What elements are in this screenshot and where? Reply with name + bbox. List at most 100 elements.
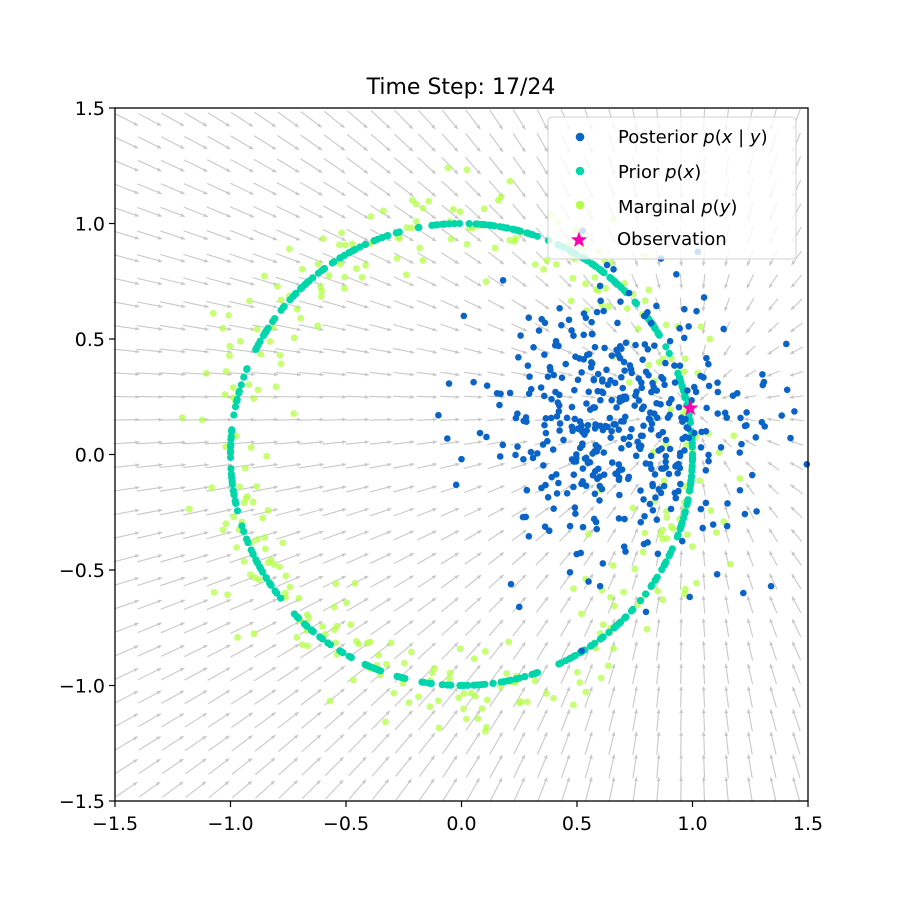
prior-point [673, 533, 681, 541]
posterior-point [593, 525, 601, 533]
posterior-point [525, 314, 533, 321]
posterior-point [639, 432, 646, 440]
vector-arrow-shaft [348, 779, 367, 800]
vector-arrow-head [363, 598, 369, 603]
vector-arrow-head [656, 284, 661, 289]
vector-arrow-head [386, 169, 391, 174]
vector-arrow-shaft [395, 778, 412, 801]
vector-arrow-head [341, 214, 346, 219]
vector-arrow-head [386, 530, 392, 535]
marginal-point [286, 245, 293, 253]
observation-marker [682, 399, 699, 416]
legend-label-observation: Observation [617, 229, 727, 250]
vector-arrow-head [590, 372, 596, 377]
vector-arrow-head [431, 530, 437, 535]
vector-arrow-shaft [393, 157, 414, 175]
vector-arrow-shaft [417, 687, 436, 707]
vector-arrow-shaft [253, 158, 277, 173]
prior-point [235, 387, 243, 395]
vector-arrow-head [613, 417, 619, 422]
vector-arrow-shaft [417, 133, 436, 152]
vector-arrow-head [612, 483, 617, 489]
vector-arrow-head [293, 780, 298, 785]
marginal-point [405, 699, 413, 707]
vector-arrow-shaft [300, 134, 323, 151]
vector-arrow-head [319, 530, 324, 535]
marginal-point [663, 535, 671, 542]
posterior-point [616, 491, 623, 499]
vector-arrow-head [135, 463, 140, 468]
posterior-point [497, 390, 504, 398]
vector-arrow-head [432, 327, 437, 332]
prior-point [238, 522, 246, 530]
prior-point [686, 486, 694, 494]
vector-arrow-head [589, 551, 594, 556]
posterior-point [541, 421, 548, 429]
y-tick-label: −1.5 [59, 791, 105, 813]
vector-arrow-head [478, 417, 483, 422]
vector-arrow-shaft [183, 599, 209, 610]
vector-arrow-shaft [136, 554, 163, 563]
vector-arrow-head [500, 327, 505, 332]
posterior-point [458, 455, 465, 463]
vector-arrow-head [701, 595, 706, 601]
vector-arrow-shaft [113, 230, 140, 240]
marginal-point [730, 432, 738, 440]
vector-arrow-shaft [252, 253, 278, 263]
posterior-point [662, 436, 670, 444]
vector-arrow-head [248, 712, 253, 717]
vector-arrow-head [362, 711, 368, 716]
vector-arrow-shaft [161, 690, 185, 704]
vector-arrow-head [203, 258, 209, 263]
vector-arrow-head [566, 619, 571, 624]
posterior-point [594, 475, 601, 483]
vector-arrow-head [634, 596, 638, 601]
vector-arrow-head [410, 440, 415, 445]
prior-point [230, 411, 238, 419]
marginal-point [599, 621, 607, 629]
vector-arrow-shaft [115, 781, 138, 798]
vector-arrow-shaft [137, 136, 162, 149]
posterior-point [571, 386, 578, 394]
vector-arrow-head [134, 258, 140, 263]
vector-arrow-head [590, 440, 596, 444]
vector-arrow-shaft [770, 777, 777, 802]
vector-arrow-head [767, 462, 773, 466]
vector-arrow-shaft [513, 732, 526, 755]
vector-arrow-head [387, 485, 392, 490]
marginal-point [222, 367, 230, 375]
marginal-point [375, 651, 382, 659]
prior-point [513, 226, 522, 234]
vector-arrow-shaft [208, 780, 230, 799]
posterior-point [541, 351, 548, 358]
posterior-point [499, 441, 507, 449]
vector-arrow-head [591, 417, 596, 422]
vector-arrow-head [567, 283, 572, 288]
posterior-point [596, 497, 603, 504]
vector-arrow-shaft [254, 689, 277, 705]
legend-marker-posterior [575, 132, 585, 142]
vector-arrow-shaft [254, 111, 277, 128]
vector-arrow-shaft [159, 348, 186, 353]
posterior-point [682, 433, 689, 441]
prior-point [233, 396, 241, 404]
prior-point [465, 220, 473, 228]
vector-arrow-head [431, 147, 436, 152]
vector-arrow-head [201, 758, 207, 763]
posterior-point [714, 388, 722, 396]
vector-arrow-head [133, 121, 139, 126]
vector-arrow-shaft [442, 778, 458, 801]
prior-point [336, 647, 344, 655]
posterior-point [683, 424, 691, 431]
vector-arrow-shaft [137, 206, 163, 217]
vector-arrow-head [477, 485, 482, 490]
vector-arrow-head [432, 440, 437, 445]
vector-arrow-shaft [277, 111, 300, 128]
vector-arrow-shaft [160, 576, 186, 587]
vector-arrow-head [273, 440, 279, 445]
posterior-point [705, 382, 713, 390]
vector-arrow-head [432, 372, 437, 377]
vector-arrow-shaft [298, 463, 324, 469]
vector-arrow-head [270, 757, 276, 763]
posterior-point [512, 451, 519, 459]
